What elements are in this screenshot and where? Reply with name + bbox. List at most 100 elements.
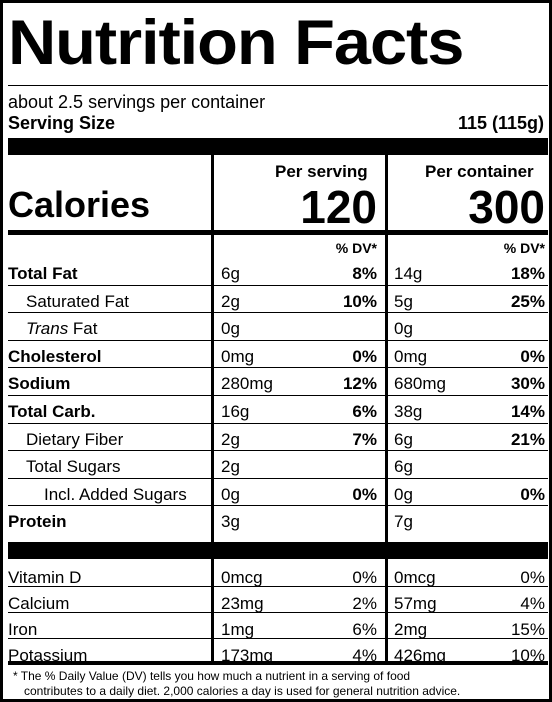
container-amount: 6g xyxy=(394,457,413,477)
container-amount: 0mg xyxy=(394,346,428,366)
row-divider xyxy=(8,395,548,396)
serving-size-value: 115 (115g) xyxy=(457,113,544,133)
serving-dv: 2% xyxy=(352,594,377,613)
row-divider xyxy=(8,312,548,314)
container-dv: 0% xyxy=(520,346,545,366)
container-dv: 10% xyxy=(510,646,545,665)
container-dv: 15% xyxy=(510,620,545,639)
divider-medium-2 xyxy=(214,230,385,235)
nutrient-name-text: Incl. Added Sugars xyxy=(44,484,187,504)
serving-dv: 0% xyxy=(352,568,377,587)
serving-dv: 6% xyxy=(352,402,377,421)
calories-per-container: 300 xyxy=(468,181,545,233)
row-divider xyxy=(8,367,548,369)
serving-size-label: Serving Size xyxy=(8,113,116,133)
footnote-line-2: contributes to a daily diet. 2,000 calor… xyxy=(24,684,461,698)
serving-amount: 23mg xyxy=(221,594,264,613)
row-divider xyxy=(8,505,548,507)
serving-dv: 10% xyxy=(342,291,377,311)
footnote: * The % Daily Value (DV) tells you how m… xyxy=(13,669,460,699)
serving-dv: 8% xyxy=(352,264,377,283)
serving-amount: 16g xyxy=(221,402,250,421)
container-dv: 30% xyxy=(510,374,545,394)
container-amount: 38g xyxy=(394,402,423,421)
vitamin-name: Calcium xyxy=(8,594,70,613)
dv-header-container: % DV* xyxy=(503,240,545,256)
container-amount: 426mg xyxy=(394,646,446,665)
serving-amount: 0g xyxy=(221,484,240,504)
row-divider xyxy=(8,450,548,452)
nutrient-name-text: Fat xyxy=(68,319,98,339)
serving-dv: 0% xyxy=(352,346,377,366)
divider-thick-top xyxy=(8,138,548,155)
serving-amount: 0g xyxy=(221,319,240,339)
container-dv: 0% xyxy=(520,568,545,587)
servings-per-container: about 2.5 servings per container xyxy=(8,92,266,112)
serving-amount: 3g xyxy=(221,512,240,532)
divider-thin xyxy=(8,85,548,86)
serving-amount: 1mg xyxy=(221,620,255,639)
row-divider xyxy=(8,284,548,286)
container-amount: 14g xyxy=(394,264,423,283)
nutrient-name-text: Protein xyxy=(8,512,67,532)
row-divider xyxy=(8,339,548,341)
row-divider xyxy=(8,612,548,613)
nutrient-name-text: Total Carb. xyxy=(8,402,96,421)
calories-label: Calories xyxy=(8,184,151,225)
nutrient-name: Saturated Fat xyxy=(26,293,129,310)
serving-dv: 4% xyxy=(352,646,377,665)
container-dv: 18% xyxy=(510,264,545,283)
serving-amount: 2g xyxy=(221,429,240,449)
container-amount: 6g xyxy=(394,429,413,449)
per-serving-header: Per serving xyxy=(275,162,368,181)
per-container-header: Per container xyxy=(425,162,534,181)
container-dv: 21% xyxy=(510,429,545,449)
vitamin-name: Potassium xyxy=(8,646,88,665)
nutrient-name-text: Sodium xyxy=(8,374,71,394)
row-divider xyxy=(8,477,548,479)
row-divider xyxy=(8,638,548,639)
nutrient-name-text: Saturated Fat xyxy=(26,291,130,311)
container-dv: 0% xyxy=(520,484,545,504)
serving-amount: 0mcg xyxy=(221,568,263,587)
serving-dv: 6% xyxy=(352,620,377,639)
serving-amount: 6g xyxy=(221,264,240,283)
container-amount: 0g xyxy=(394,484,413,504)
nutrient-name: Trans Fat xyxy=(26,320,98,337)
divider-medium-3 xyxy=(388,230,548,235)
nutrient-name: Total Carb. xyxy=(8,403,96,420)
footnote-line-1: * The % Daily Value (DV) tells you how m… xyxy=(13,669,411,683)
serving-amount: 2g xyxy=(221,291,240,311)
serving-dv: 12% xyxy=(342,374,377,394)
nutrient-name-text: Total Fat xyxy=(8,264,78,283)
container-dv: 25% xyxy=(510,291,545,311)
nutrient-name: Dietary Fiber xyxy=(26,431,123,448)
calories-per-serving: 120 xyxy=(300,181,377,233)
nutrient-name: Sodium xyxy=(8,375,70,392)
nutrient-name: Protein xyxy=(8,513,67,530)
container-dv: 4% xyxy=(520,594,545,613)
nutrient-name-text: Total Sugars xyxy=(26,457,121,477)
serving-dv: 0% xyxy=(352,484,377,504)
serving-amount: 0mg xyxy=(221,346,255,366)
container-amount: 5g xyxy=(394,291,413,311)
container-amount: 2mg xyxy=(394,620,428,639)
nutrient-name: Incl. Added Sugars xyxy=(44,486,187,503)
label-title: Nutrition Facts xyxy=(8,8,464,78)
divider-thick-1 xyxy=(8,542,211,559)
container-amount: 57mg xyxy=(394,594,437,613)
row-divider xyxy=(8,586,548,587)
serving-amount: 2g xyxy=(221,457,240,477)
nutrient-name-text: Cholesterol xyxy=(8,346,102,366)
nutrient-name-text: Dietary Fiber xyxy=(26,429,124,449)
serving-dv: 7% xyxy=(352,429,377,449)
nutrient-name-italic: Trans xyxy=(26,319,69,339)
divider-medium-1 xyxy=(8,230,211,235)
serving-amount: 173mg xyxy=(221,646,273,665)
container-amount: 0g xyxy=(394,319,413,339)
container-dv: 14% xyxy=(510,402,545,421)
column-divider-2 xyxy=(385,155,388,663)
divider-footnote xyxy=(8,661,548,665)
container-amount: 680mg xyxy=(394,374,446,394)
